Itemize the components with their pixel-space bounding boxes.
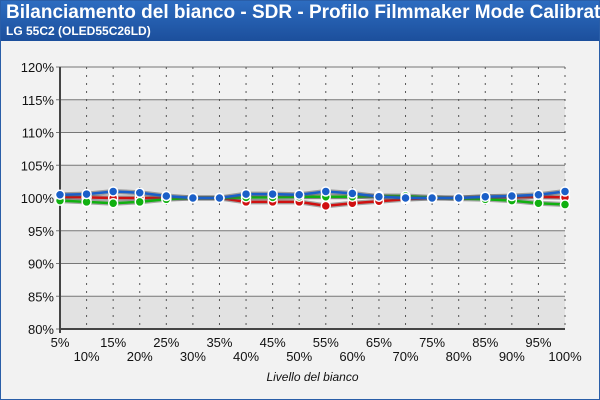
data-point-2	[54, 189, 66, 200]
data-point-1	[134, 196, 145, 208]
x-tick-label: 75%	[419, 335, 445, 350]
y-tick-label: 100%	[21, 191, 55, 206]
data-point-2	[107, 186, 119, 197]
y-tick-label: 85%	[28, 289, 54, 304]
x-tick-label: 45%	[260, 335, 286, 350]
data-point-2	[559, 186, 571, 197]
data-point-2	[267, 188, 278, 200]
data-point-1	[533, 197, 544, 209]
x-tick-label: 15%	[100, 335, 126, 350]
data-point-2	[373, 191, 385, 202]
data-point-2	[533, 189, 544, 200]
data-point-2	[320, 186, 332, 197]
data-point-2	[161, 190, 172, 202]
data-point-2	[81, 188, 92, 200]
x-tick-label: 30%	[180, 349, 206, 364]
x-tick-label: 60%	[339, 349, 365, 364]
grid-band	[60, 67, 565, 100]
x-tick-label: 20%	[127, 349, 153, 364]
x-tick-label: 100%	[548, 349, 582, 364]
data-point-1	[107, 197, 119, 209]
y-tick-label: 120%	[21, 60, 55, 75]
data-point-2	[347, 188, 358, 199]
x-tick-label: 80%	[446, 349, 472, 364]
grid-band	[60, 263, 565, 297]
data-point-2	[187, 192, 199, 204]
y-tick-label: 90%	[28, 257, 54, 272]
x-tick-label: 25%	[153, 335, 179, 350]
x-tick-label: 85%	[472, 335, 498, 350]
chart-title: Bilanciamento del bianco - SDR - Profilo…	[6, 2, 600, 23]
x-tick-label: 40%	[233, 349, 259, 364]
y-tick-label: 105%	[21, 158, 55, 173]
data-point-2	[240, 188, 252, 200]
x-tick-label: 55%	[313, 335, 339, 350]
x-tick-label: 95%	[525, 335, 551, 350]
x-tick-label: 65%	[366, 335, 392, 350]
data-point-2	[426, 192, 438, 204]
grid-band	[60, 99, 565, 133]
chart-subtitle: LG 55C2 (OLED55C26LD)	[6, 24, 151, 38]
x-tick-label: 5%	[51, 335, 70, 350]
data-point-2	[214, 192, 225, 204]
data-point-0	[320, 200, 332, 212]
x-tick-label: 35%	[206, 335, 232, 350]
data-point-2	[480, 191, 491, 202]
data-point-2	[400, 192, 411, 204]
data-point-2	[293, 189, 305, 200]
data-point-2	[134, 187, 145, 199]
x-tick-label: 50%	[286, 349, 312, 364]
y-tick-label: 115%	[22, 93, 55, 108]
data-point-2	[453, 192, 464, 204]
y-tick-label: 80%	[28, 322, 54, 337]
x-tick-label: 70%	[393, 349, 419, 364]
chart-header: Bilanciamento del bianco - SDR - Profilo…	[1, 1, 600, 41]
data-point-1	[559, 199, 571, 210]
y-tick-label: 110%	[22, 126, 55, 141]
x-axis-label: Livello del bianco	[266, 370, 358, 384]
x-tick-label: 10%	[74, 349, 100, 364]
grid-band	[60, 230, 565, 264]
grid-band	[60, 132, 565, 166]
grid-band	[60, 296, 565, 329]
data-point-2	[506, 190, 518, 202]
x-tick-label: 90%	[499, 349, 525, 364]
y-tick-label: 95%	[28, 224, 54, 239]
